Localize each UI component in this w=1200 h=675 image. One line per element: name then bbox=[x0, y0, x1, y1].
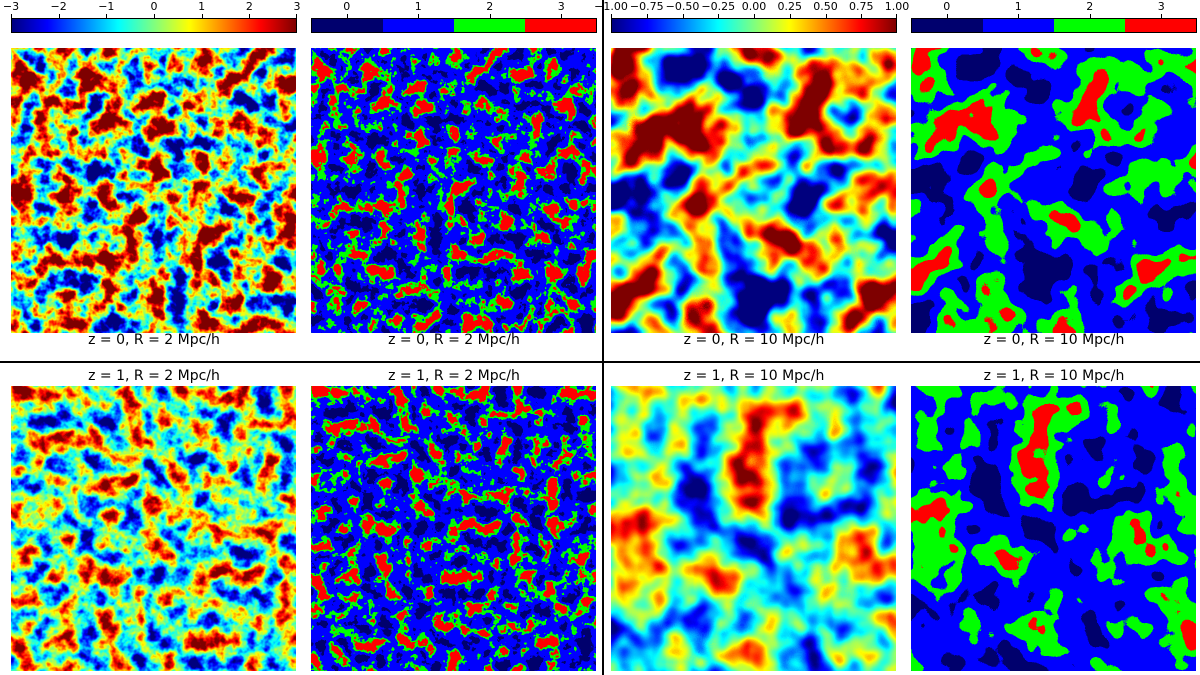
colorbar-2: 0 1 2 3 bbox=[311, 0, 597, 34]
colorbar-4-ticks bbox=[911, 14, 1197, 19]
field-image bbox=[311, 386, 596, 671]
caption-bottom-2: z = 1, R = 2 Mpc/h bbox=[388, 368, 520, 384]
colorbar-1-tick-mark bbox=[106, 14, 108, 18]
colorbar-1-tick-label: −2 bbox=[50, 0, 67, 13]
colorbar-4: 0 1 2 3 bbox=[911, 0, 1197, 34]
field-image bbox=[911, 386, 1196, 671]
caption-bottom-1: z = 1, R = 2 Mpc/h bbox=[88, 368, 220, 384]
colorbar-3-tick-label: 0.00 bbox=[741, 0, 767, 13]
colorbar-1-tick-mark bbox=[296, 14, 297, 18]
colorbar-4-tick-label: 1 bbox=[1014, 0, 1022, 13]
colorbar-2-ticklabels: 0 1 2 3 bbox=[311, 0, 597, 14]
map-bottom-1 bbox=[11, 386, 296, 671]
colorbar-4-tick-mark bbox=[1018, 14, 1020, 18]
field-image bbox=[311, 48, 596, 333]
colorbar-3-tick-label: −0.25 bbox=[701, 0, 736, 13]
caption-top-1: z = 0, R = 2 Mpc/h bbox=[88, 332, 220, 348]
colorbar-1-tick-label: 0 bbox=[150, 0, 158, 13]
colorbar-1-tick-mark bbox=[249, 14, 251, 18]
colorbar-3-tick-mark bbox=[825, 14, 827, 18]
colorbar-2-tick-mark bbox=[489, 14, 491, 18]
colorbar-4-tick-mark bbox=[1089, 14, 1091, 18]
colorbar-3-tick-label: 0.75 bbox=[849, 0, 874, 13]
colorbar-1-tick-label: −1 bbox=[98, 0, 115, 13]
colorbar-4-tick-mark bbox=[946, 14, 948, 18]
colorbar-1-strip bbox=[11, 18, 297, 33]
colorbar-2-tick-label: 1 bbox=[414, 0, 422, 13]
colorbar-1-tick-label: 2 bbox=[245, 0, 253, 13]
colorbar-2-tick-mark bbox=[418, 14, 420, 18]
colorbar-3-strip bbox=[611, 18, 897, 33]
colorbar-3: −1.00 −0.75 −0.50 −0.25 0.00 0.25 0.50 0.75 1.00 bbox=[594, 0, 909, 34]
colorbar-3-tick-mark bbox=[718, 14, 720, 18]
colorbar-1-tick-mark bbox=[201, 14, 203, 18]
colorbar-4-ticklabels: 0 1 2 3 bbox=[911, 0, 1197, 14]
field-image bbox=[611, 386, 896, 671]
colorbar-4-tick-label: 2 bbox=[1086, 0, 1094, 13]
colorbar-1-tick-label: 1 bbox=[198, 0, 206, 13]
colorbar-2-ticks bbox=[311, 14, 597, 19]
colorbar-3-tick-label: −0.75 bbox=[629, 0, 664, 13]
map-top-3 bbox=[611, 48, 896, 333]
map-top-4 bbox=[911, 48, 1196, 333]
colorbar-3-tick-label: 0.25 bbox=[777, 0, 803, 13]
field-image bbox=[11, 386, 296, 671]
colorbar-1-ticklabels: −3 −2 −1 0 1 2 3 bbox=[3, 0, 301, 14]
colorbar-1-tick-mark bbox=[58, 14, 60, 18]
colorbar-1-tick-label: −3 bbox=[2, 0, 20, 13]
colorbar-3-tick-label: −1.00 bbox=[594, 0, 628, 13]
map-bottom-2 bbox=[311, 386, 596, 671]
field-image bbox=[11, 48, 296, 333]
map-bottom-4 bbox=[911, 386, 1196, 671]
colorbar-2-tick-mark bbox=[346, 14, 348, 18]
colorbar-2-strip bbox=[311, 18, 597, 33]
map-bottom-3 bbox=[611, 386, 896, 671]
colorbar-3-tick-label: 0.50 bbox=[813, 0, 838, 13]
caption-bottom-4: z = 1, R = 10 Mpc/h bbox=[983, 368, 1125, 384]
colorbar-2-tick-label: 2 bbox=[486, 0, 494, 13]
colorbar-3-ticklabels: −1.00 −0.75 −0.50 −0.25 0.00 0.25 0.50 0.75 1.00 bbox=[594, 0, 909, 14]
colorbar-1-ticks bbox=[11, 14, 297, 19]
vertical-divider bbox=[602, 0, 604, 675]
colorbar-3-tick-label: 1.00 bbox=[884, 0, 910, 13]
map-top-2 bbox=[311, 48, 596, 333]
colorbar-3-tick-mark bbox=[896, 14, 897, 18]
caption-top-2: z = 0, R = 2 Mpc/h bbox=[388, 332, 520, 348]
colorbar-3-tick-mark bbox=[789, 14, 791, 18]
colorbar-3-tick-mark bbox=[861, 14, 863, 18]
colorbar-3-ticks bbox=[611, 14, 897, 19]
colorbar-3-tick-mark bbox=[682, 14, 684, 18]
colorbar-1-tick-mark bbox=[11, 14, 12, 18]
colorbar-2-tick-label: 3 bbox=[557, 0, 565, 13]
colorbar-3-tick-mark bbox=[754, 14, 755, 18]
colorbar-1: −3 −2 −1 0 1 2 3 bbox=[3, 0, 301, 34]
horizontal-divider bbox=[0, 361, 1200, 363]
field-image bbox=[611, 48, 896, 333]
caption-top-4: z = 0, R = 10 Mpc/h bbox=[983, 332, 1125, 348]
colorbar-1-tick-label: 3 bbox=[293, 0, 301, 13]
colorbar-4-tick-mark bbox=[1161, 14, 1163, 18]
colorbar-4-tick-label: 3 bbox=[1157, 0, 1165, 13]
colorbar-3-tick-mark bbox=[646, 14, 648, 18]
colorbar-2-tick-label: 0 bbox=[343, 0, 351, 13]
colorbar-3-tick-label: −0.50 bbox=[665, 0, 700, 13]
colorbar-4-strip bbox=[911, 18, 1197, 33]
map-top-1 bbox=[11, 48, 296, 333]
colorbar-3-tick-mark bbox=[611, 14, 612, 18]
colorbar-4-tick-label: 0 bbox=[943, 0, 951, 13]
field-image bbox=[911, 48, 1196, 333]
colorbar-2-tick-mark bbox=[561, 14, 563, 18]
caption-top-3: z = 0, R = 10 Mpc/h bbox=[683, 332, 825, 348]
caption-bottom-3: z = 1, R = 10 Mpc/h bbox=[683, 368, 825, 384]
colorbar-1-tick-mark bbox=[154, 14, 155, 18]
